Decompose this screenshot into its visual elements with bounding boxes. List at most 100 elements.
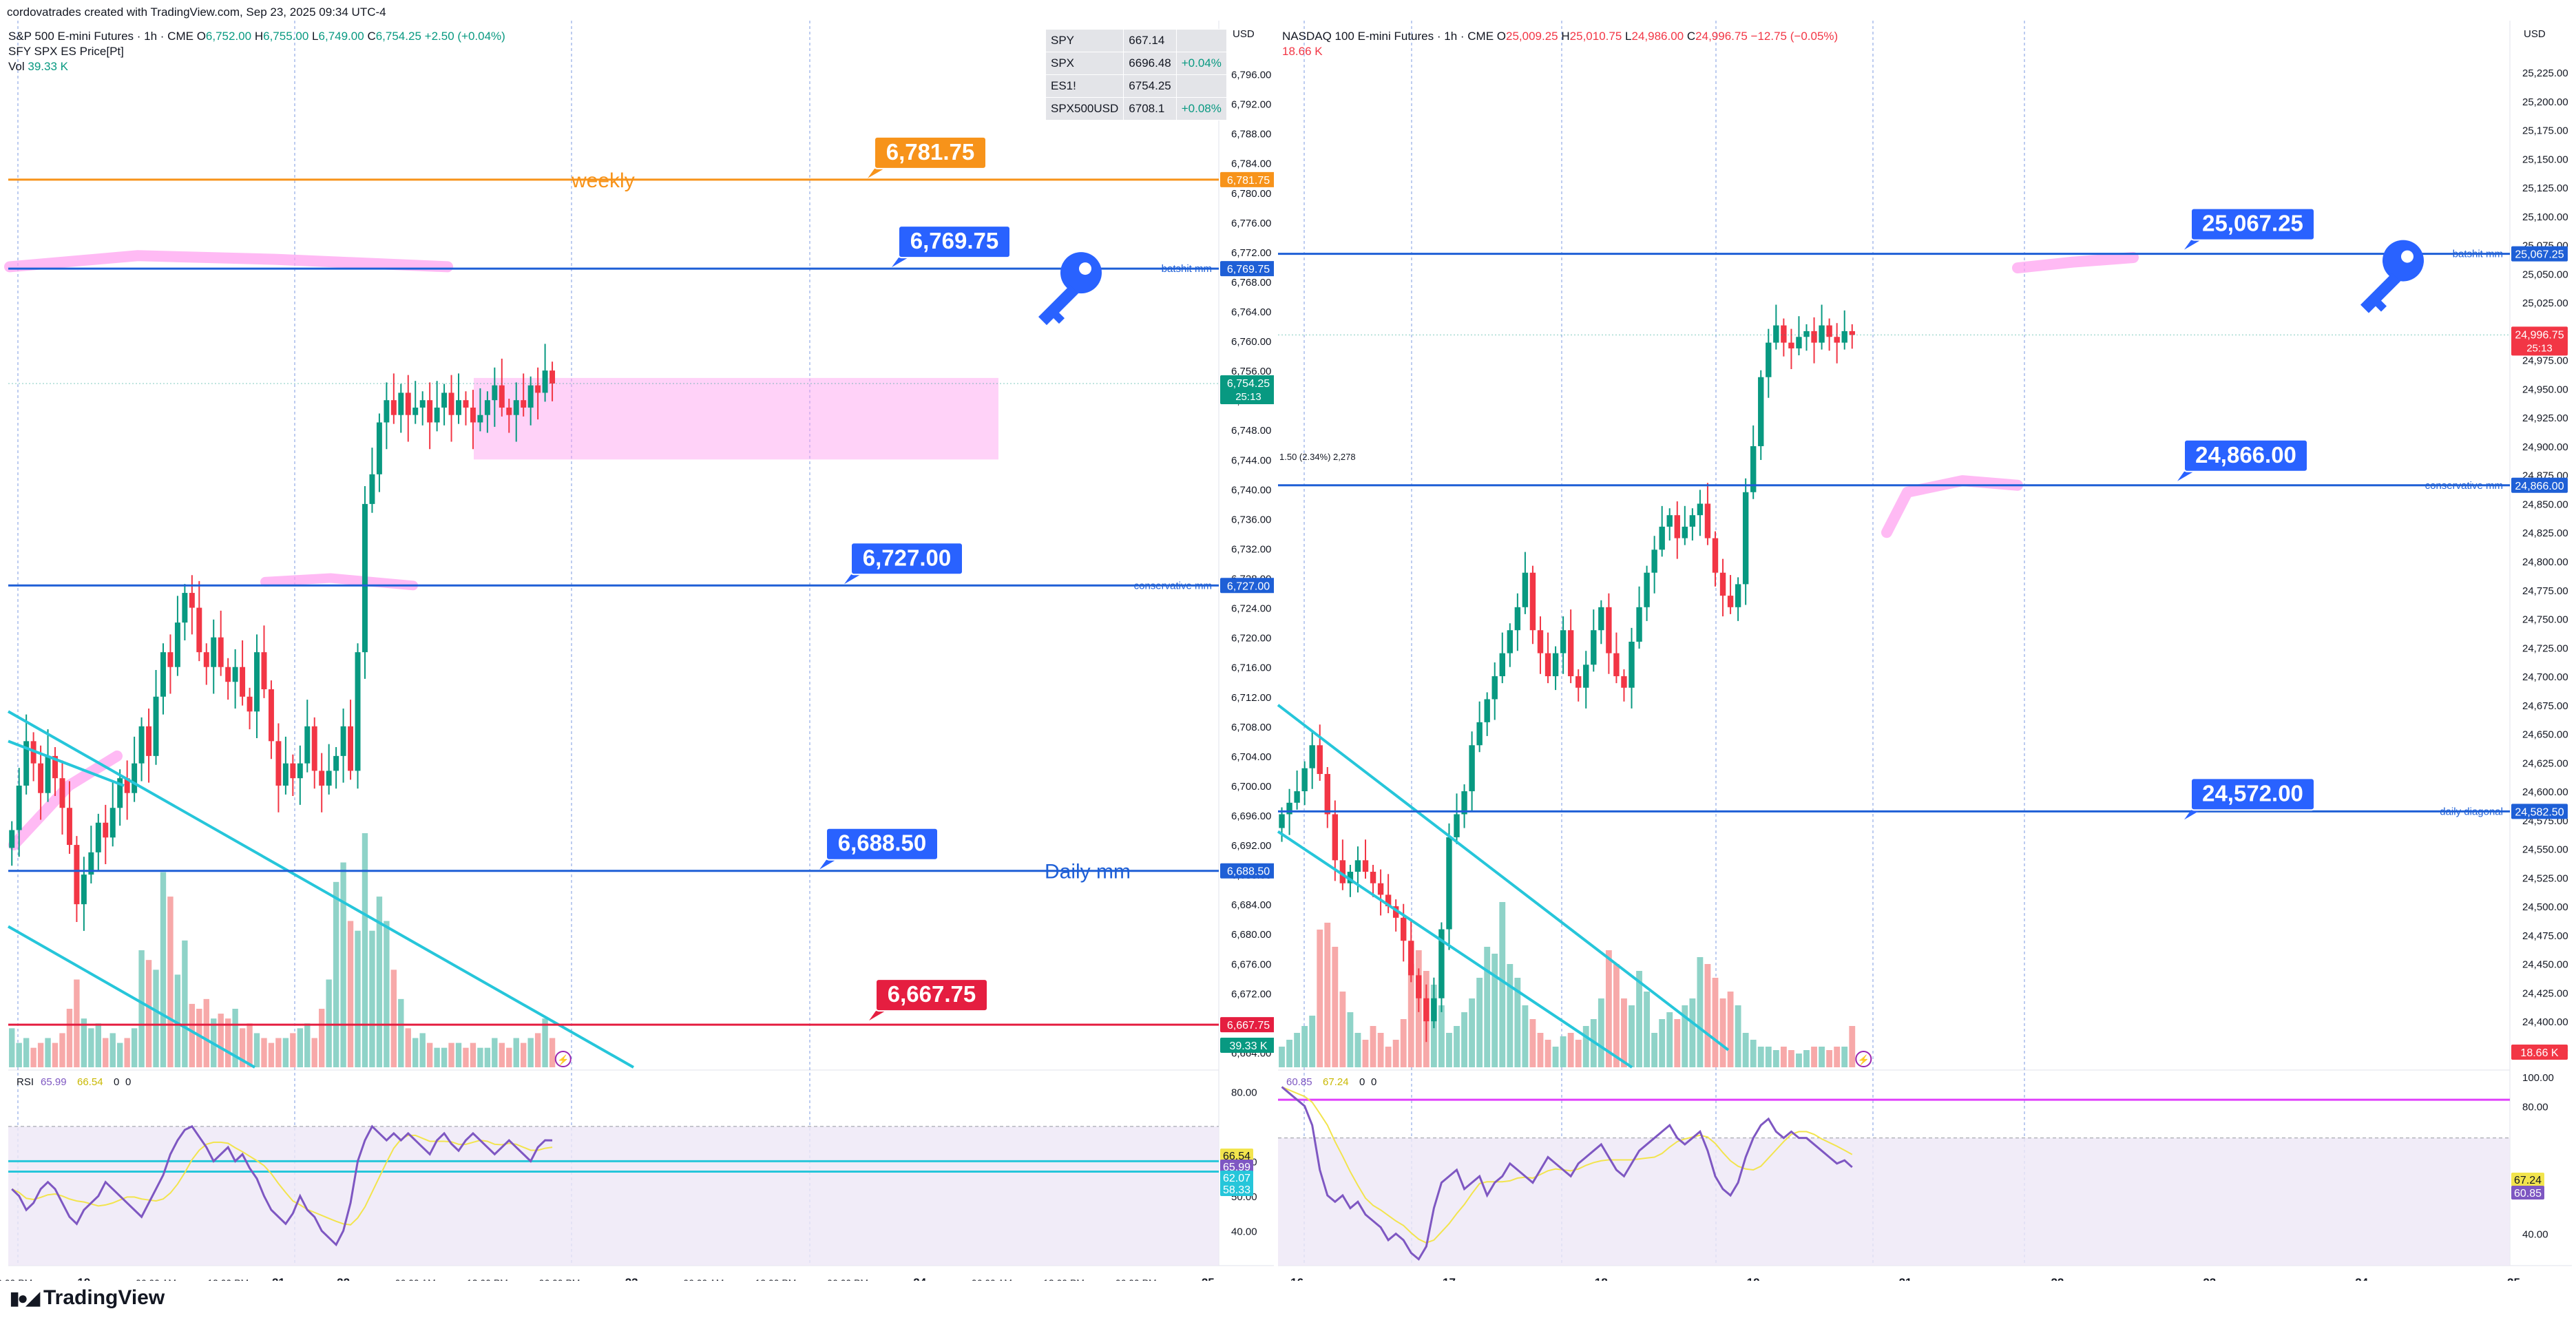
- candle-body: [355, 652, 361, 771]
- symbol-row[interactable]: ES1! 6754.25: [1045, 74, 1227, 98]
- es-o-label: O: [196, 30, 206, 43]
- rsi-legend-value: 65.99: [41, 1076, 67, 1088]
- lightning-icon: [1855, 1051, 1872, 1067]
- volume-bar: [369, 930, 375, 1067]
- candle-body: [1811, 331, 1817, 343]
- volume-bar: [37, 1043, 44, 1067]
- volume-bar: [95, 1023, 101, 1067]
- candle-body: [1446, 837, 1452, 930]
- volume-bar: [1819, 1047, 1825, 1067]
- nq-chart-panel[interactable]: USD 25,225.00 25,200.00 25,175.00 25,150.00 2…: [1274, 21, 2576, 1281]
- volume-bar: [1772, 1050, 1779, 1067]
- candle-body: [340, 726, 346, 756]
- volume-bar: [1719, 998, 1726, 1067]
- rsi-axis-badge: 66.54: [1223, 1151, 1250, 1162]
- symbol-change: +0.08%: [1175, 97, 1227, 121]
- time-axis-label: 24: [913, 1276, 926, 1281]
- volume-axis-badge-bg: [1220, 1038, 1274, 1053]
- last-price-badge-bg: [1220, 375, 1274, 404]
- level-axis-badge-bg: [2511, 246, 2568, 262]
- candle-body: [1309, 745, 1315, 768]
- candle-body: [146, 726, 152, 756]
- candle-body: [477, 415, 483, 423]
- time-axis-label: 06:00 AM: [395, 1277, 436, 1281]
- candle-body: [1416, 975, 1422, 998]
- price-tick-label: 24,625.00: [2522, 757, 2568, 769]
- symbol-row[interactable]: SPY 667.14: [1045, 29, 1227, 52]
- volume-bar: [1339, 992, 1346, 1067]
- countdown-label: 25:13: [1235, 391, 1261, 403]
- volume-bar: [160, 872, 167, 1067]
- symbol-row[interactable]: SPX 6696.48 +0.04%: [1045, 52, 1227, 75]
- level-callout-box: [874, 136, 987, 169]
- rsi-tick-label: 40.00: [2522, 1229, 2548, 1241]
- nq-high: 25,010.75: [1569, 30, 1622, 43]
- symbol-name: SPY: [1045, 29, 1124, 52]
- volume-bar: [1757, 1047, 1764, 1067]
- volume-bar: [224, 1018, 231, 1067]
- volume-bar: [145, 960, 152, 1067]
- price-tick-label: 6,680.00: [1231, 929, 1271, 941]
- nq-chart-svg[interactable]: USD 25,225.00 25,200.00 25,175.00 25,150.00 2…: [1274, 21, 2576, 1281]
- volume-bar: [1750, 1040, 1757, 1067]
- volume-bar: [81, 1018, 87, 1067]
- candle-body: [304, 726, 311, 764]
- volume-bar: [1385, 1047, 1392, 1067]
- candle-body: [521, 400, 527, 408]
- rsi-axis-badge-bg: [1220, 1171, 1253, 1184]
- volume-bar: [253, 1033, 260, 1067]
- volume-bar: [1803, 1050, 1810, 1067]
- level-callout-pointer: [819, 859, 836, 870]
- rsi-ma-line: [1281, 1086, 1853, 1244]
- candle-body: [211, 637, 217, 667]
- candle-body: [1354, 860, 1361, 872]
- candle-body: [1651, 549, 1657, 573]
- price-tick-label: 24,900.00: [2522, 441, 2568, 453]
- price-tick-label: 24,450.00: [2522, 959, 2568, 971]
- lightning-icon-glyph: ⚡: [1858, 1054, 1870, 1066]
- es-chart-panel[interactable]: USD 6,796.00 6,792.00 6,788.00 6,784.00 6,780…: [0, 21, 1274, 1281]
- es-close: 6,754.25: [375, 30, 421, 43]
- rsi-axis-badge: 62.07: [1223, 1173, 1250, 1184]
- level-label: Daily mm: [1045, 861, 1131, 883]
- volume-bar: [103, 1038, 109, 1067]
- volume-bar: [362, 833, 368, 1067]
- rsi-line: [11, 1124, 553, 1247]
- volume-bar: [1697, 957, 1704, 1067]
- candle-body: [376, 422, 382, 474]
- candle-body: [1636, 607, 1642, 642]
- volume-bar: [513, 1038, 519, 1067]
- symbol-row[interactable]: SPX500USD 6708.1 +0.08%: [1045, 97, 1227, 121]
- rsi-axis-badge-bg: [2511, 1186, 2544, 1199]
- marker-highlight-stroke: [260, 573, 418, 591]
- volume-bar: [340, 862, 346, 1067]
- volume-bar: [167, 897, 174, 1067]
- level-label: batshit mm: [2453, 249, 2503, 260]
- time-axis-label: 12:00 PM: [755, 1277, 796, 1281]
- candle-body: [362, 503, 368, 653]
- candle-body: [81, 874, 87, 905]
- symbol-change: [1175, 74, 1227, 98]
- tradingview-logo[interactable]: ▮●◢ TradingView: [10, 1286, 165, 1310]
- candle-body: [1279, 814, 1285, 828]
- volume-bar: [1712, 978, 1719, 1067]
- level-callout-pointer: [2184, 810, 2201, 820]
- es-chart-svg[interactable]: USD 6,796.00 6,792.00 6,788.00 6,784.00 6,780…: [0, 21, 1274, 1281]
- volume-bar: [1811, 1047, 1817, 1067]
- volume-bar: [138, 950, 145, 1067]
- candle-body: [59, 778, 65, 808]
- level-callout-box: [2190, 777, 2315, 811]
- price-tick-label: 6,768.00: [1231, 277, 1271, 289]
- candle-body: [1727, 596, 1734, 607]
- candle-body: [384, 400, 390, 423]
- level-callout: 25,067.25: [2202, 211, 2303, 236]
- volume-bar: [1674, 1019, 1681, 1067]
- rsi-axis-badge-bg: [1220, 1160, 1253, 1173]
- volume-bar: [304, 1023, 311, 1067]
- price-tick-label: 6,716.00: [1231, 662, 1271, 674]
- volume-bar: [534, 1033, 541, 1067]
- candle-body: [23, 741, 30, 786]
- volume-bar: [441, 1047, 448, 1067]
- candle-body: [1347, 872, 1354, 883]
